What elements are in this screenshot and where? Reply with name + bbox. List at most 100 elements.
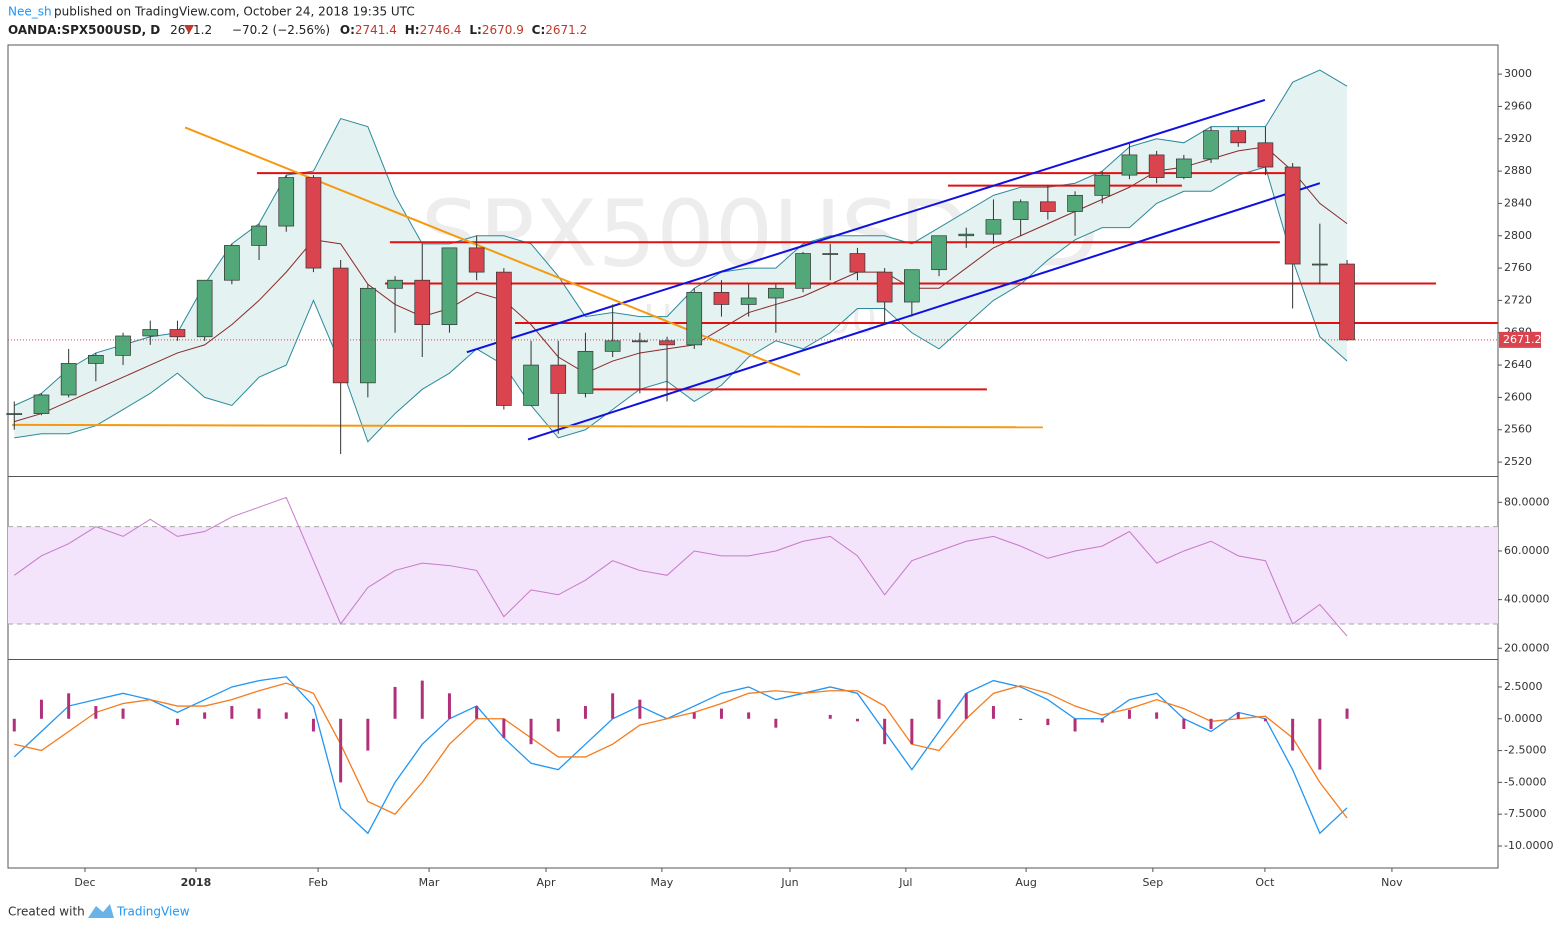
y-tick-label: 20.0000 <box>1504 641 1550 654</box>
published: published on TradingView.com, October 24… <box>54 5 415 19</box>
candle-body <box>115 335 131 356</box>
last-price-label: 2671.2 <box>1503 333 1542 346</box>
symbol: OANDA:SPX500USD, D <box>8 23 160 37</box>
histogram-bar <box>447 693 451 719</box>
candle-body <box>768 287 784 299</box>
histogram-bar <box>420 680 424 719</box>
candle-body <box>88 355 104 364</box>
histogram-bar <box>937 699 941 719</box>
x-tick-label: Dec <box>74 876 95 889</box>
histogram-bar <box>583 706 587 719</box>
candle-body <box>985 219 1002 235</box>
candle-body <box>1094 174 1111 196</box>
candle-body <box>6 413 23 415</box>
histogram-bar <box>121 708 125 719</box>
histogram-bar <box>311 718 315 732</box>
candle-body <box>931 235 947 271</box>
histogram-bar <box>1291 718 1295 751</box>
footer-created: Created with <box>8 905 85 919</box>
marks: 2520256026002640268027202760280028402880… <box>6 67 1553 889</box>
histogram-bar <box>203 712 207 719</box>
candle-body <box>1012 201 1029 220</box>
footer-brand[interactable]: TradingView <box>116 905 190 919</box>
candle-body <box>1284 166 1301 265</box>
x-tick-label: Nov <box>1381 876 1403 889</box>
y-tick-label: 3000 <box>1504 67 1532 80</box>
candle-body <box>414 279 431 326</box>
histogram-bar <box>1046 718 1050 726</box>
histogram-bar <box>1100 718 1104 723</box>
candle-body <box>876 271 893 303</box>
candle-body <box>1339 263 1355 341</box>
histogram-bar <box>257 708 261 719</box>
y-tick-label: 2520 <box>1504 455 1532 468</box>
candle-body <box>849 253 866 273</box>
histogram-bar <box>230 706 234 719</box>
y-tick-label: 2960 <box>1504 99 1532 112</box>
candle-body <box>1176 158 1192 178</box>
histogram-bar <box>1073 718 1077 732</box>
histogram-bar <box>175 718 179 726</box>
candle-body <box>142 329 159 337</box>
x-tick-label: 2018 <box>181 876 212 889</box>
histogram-bar <box>339 718 343 783</box>
logo <box>88 904 114 918</box>
candle-body <box>713 291 730 305</box>
candle-body <box>1257 142 1274 168</box>
high: 2746.4 <box>420 23 462 37</box>
histogram-bar <box>1263 718 1267 722</box>
candle-body <box>1312 263 1328 266</box>
plot-frame <box>7 44 1499 869</box>
x-tick-label: Jun <box>780 876 798 889</box>
histogram-bar <box>1236 712 1240 719</box>
y-tick-label: -5.0000 <box>1504 775 1546 788</box>
y-tick-label: 2600 <box>1504 390 1532 403</box>
histogram-bar <box>964 693 968 719</box>
candle-body <box>550 364 567 394</box>
y-tick-label: 2640 <box>1504 358 1532 371</box>
candle-body <box>224 245 240 281</box>
candle-body <box>60 363 77 396</box>
y-tick-label: 0.0000 <box>1504 712 1543 725</box>
y-tick-label: 60.0000 <box>1504 544 1550 557</box>
candle-body <box>33 394 50 414</box>
histogram-bar <box>1127 709 1131 719</box>
candle-body <box>468 247 485 273</box>
histogram-bar <box>1155 712 1159 719</box>
histogram-bar <box>67 693 71 719</box>
histogram-bar <box>855 718 859 722</box>
histogram-bar <box>910 718 914 745</box>
histogram-bar <box>774 718 778 728</box>
candle-body <box>305 177 322 269</box>
candle-body <box>904 269 920 303</box>
candle-body <box>1121 154 1138 176</box>
author[interactable]: Nee_sh <box>8 5 52 19</box>
candle-body <box>387 279 403 289</box>
low: 2670.9 <box>482 23 524 37</box>
bollinger-lower <box>14 166 1348 443</box>
trend-line <box>12 423 1043 429</box>
x-tick-label: Sep <box>1142 876 1163 889</box>
bollinger-upper <box>14 69 1348 406</box>
histogram-bar <box>556 718 560 732</box>
candle-body <box>1067 194 1083 212</box>
candle-body <box>686 291 703 346</box>
candle-body <box>278 177 295 227</box>
candle-body <box>958 233 975 237</box>
candle-body <box>1148 154 1165 178</box>
histogram-bar <box>1345 708 1349 719</box>
trend-line <box>466 99 1266 354</box>
histogram-bar <box>719 708 723 719</box>
macd-line <box>13 676 1348 835</box>
histogram-bar <box>39 699 43 719</box>
y-tick-label: 2.5000 <box>1504 680 1543 693</box>
change: −70.2 (−2.56%) <box>232 23 330 37</box>
x-tick-label: Jul <box>898 876 912 889</box>
y-tick-label: 2720 <box>1504 293 1532 306</box>
y-tick-label: 2800 <box>1504 229 1532 242</box>
candle-body <box>1230 130 1247 144</box>
candle-body <box>496 271 512 406</box>
histogram-bar <box>883 718 887 745</box>
candle-body <box>632 340 648 343</box>
rsi-band <box>8 526 1498 624</box>
